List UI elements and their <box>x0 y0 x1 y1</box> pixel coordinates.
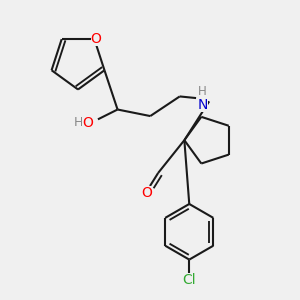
Text: H: H <box>198 85 207 98</box>
Text: O: O <box>91 32 101 46</box>
Text: O: O <box>82 116 93 130</box>
Text: N: N <box>197 98 208 112</box>
Text: O: O <box>141 185 152 200</box>
Text: H: H <box>74 116 83 129</box>
Text: Cl: Cl <box>182 273 196 287</box>
